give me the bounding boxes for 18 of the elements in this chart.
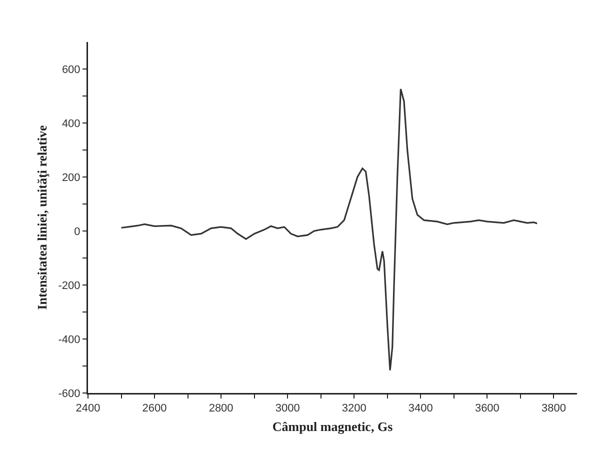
y-tick-label: 0 [74, 226, 80, 238]
y-axis-title: Intensitatea liniei, unităţi relative [34, 124, 50, 310]
x-tick-label: 3600 [474, 402, 500, 415]
y-tick-label: -600 [58, 388, 80, 400]
x-axis-title: Câmpul magnetic, Gs [272, 419, 393, 434]
y-tick-label: -200 [58, 280, 80, 292]
y-tick-label: -400 [58, 334, 80, 346]
y-tick-label: 400 [62, 118, 80, 130]
y-tick-label: 600 [62, 64, 80, 76]
line-series [120, 88, 538, 372]
x-tick-label: 3000 [275, 402, 300, 415]
x-tick-label: 2400 [76, 402, 100, 415]
x-tick-label: 3400 [408, 402, 433, 415]
x-tick-label: 3800 [541, 402, 566, 415]
y-tick-label: 200 [62, 172, 80, 184]
x-tick-label: 3200 [342, 402, 366, 415]
x-tick-label: 2800 [208, 402, 234, 415]
x-tick-label: 2600 [142, 402, 167, 415]
